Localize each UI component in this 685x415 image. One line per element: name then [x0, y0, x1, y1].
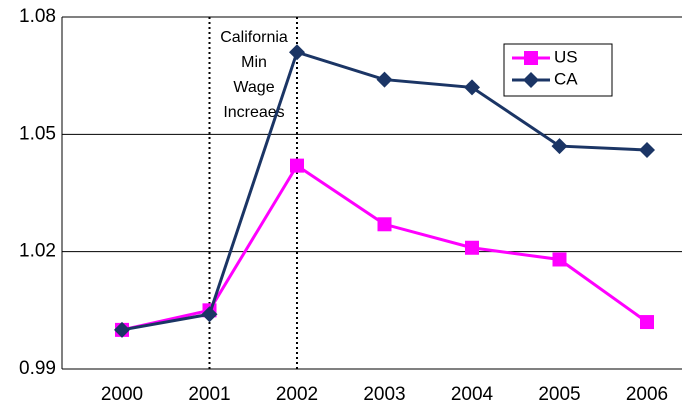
- annotation: Min: [241, 54, 267, 71]
- x-tick-label: 2001: [188, 384, 230, 405]
- marker: [290, 158, 304, 173]
- legend-label: US: [554, 47, 578, 66]
- legend-box: [503, 43, 613, 97]
- marker: [376, 71, 393, 88]
- marker: [201, 306, 218, 323]
- marker: [465, 240, 479, 255]
- marker: [523, 72, 539, 88]
- annotation: Wage: [233, 79, 274, 96]
- y-tick-label: 0.99: [19, 358, 56, 379]
- marker: [551, 138, 568, 155]
- marker: [464, 79, 480, 96]
- marker: [289, 44, 305, 61]
- annotation: Increaes: [223, 104, 284, 121]
- marker: [524, 51, 538, 65]
- legend-label: CA: [554, 69, 578, 88]
- marker: [377, 217, 392, 232]
- y-tick-label: 1.02: [19, 241, 56, 262]
- y-tick-label: 1.05: [19, 123, 56, 144]
- x-tick-label: 2000: [101, 384, 143, 405]
- y-tick-label: 1.08: [19, 6, 56, 27]
- marker: [639, 141, 655, 158]
- x-tick-label: 2002: [276, 384, 318, 405]
- marker: [552, 252, 567, 267]
- annotation: California: [220, 29, 288, 46]
- x-tick-label: 2003: [363, 384, 405, 405]
- marker: [640, 315, 654, 330]
- marker: [114, 321, 130, 338]
- x-tick-label: 2005: [538, 384, 580, 405]
- x-tick-label: 2004: [451, 384, 494, 405]
- series-line: [121, 163, 648, 332]
- x-tick-label: 2006: [626, 384, 668, 405]
